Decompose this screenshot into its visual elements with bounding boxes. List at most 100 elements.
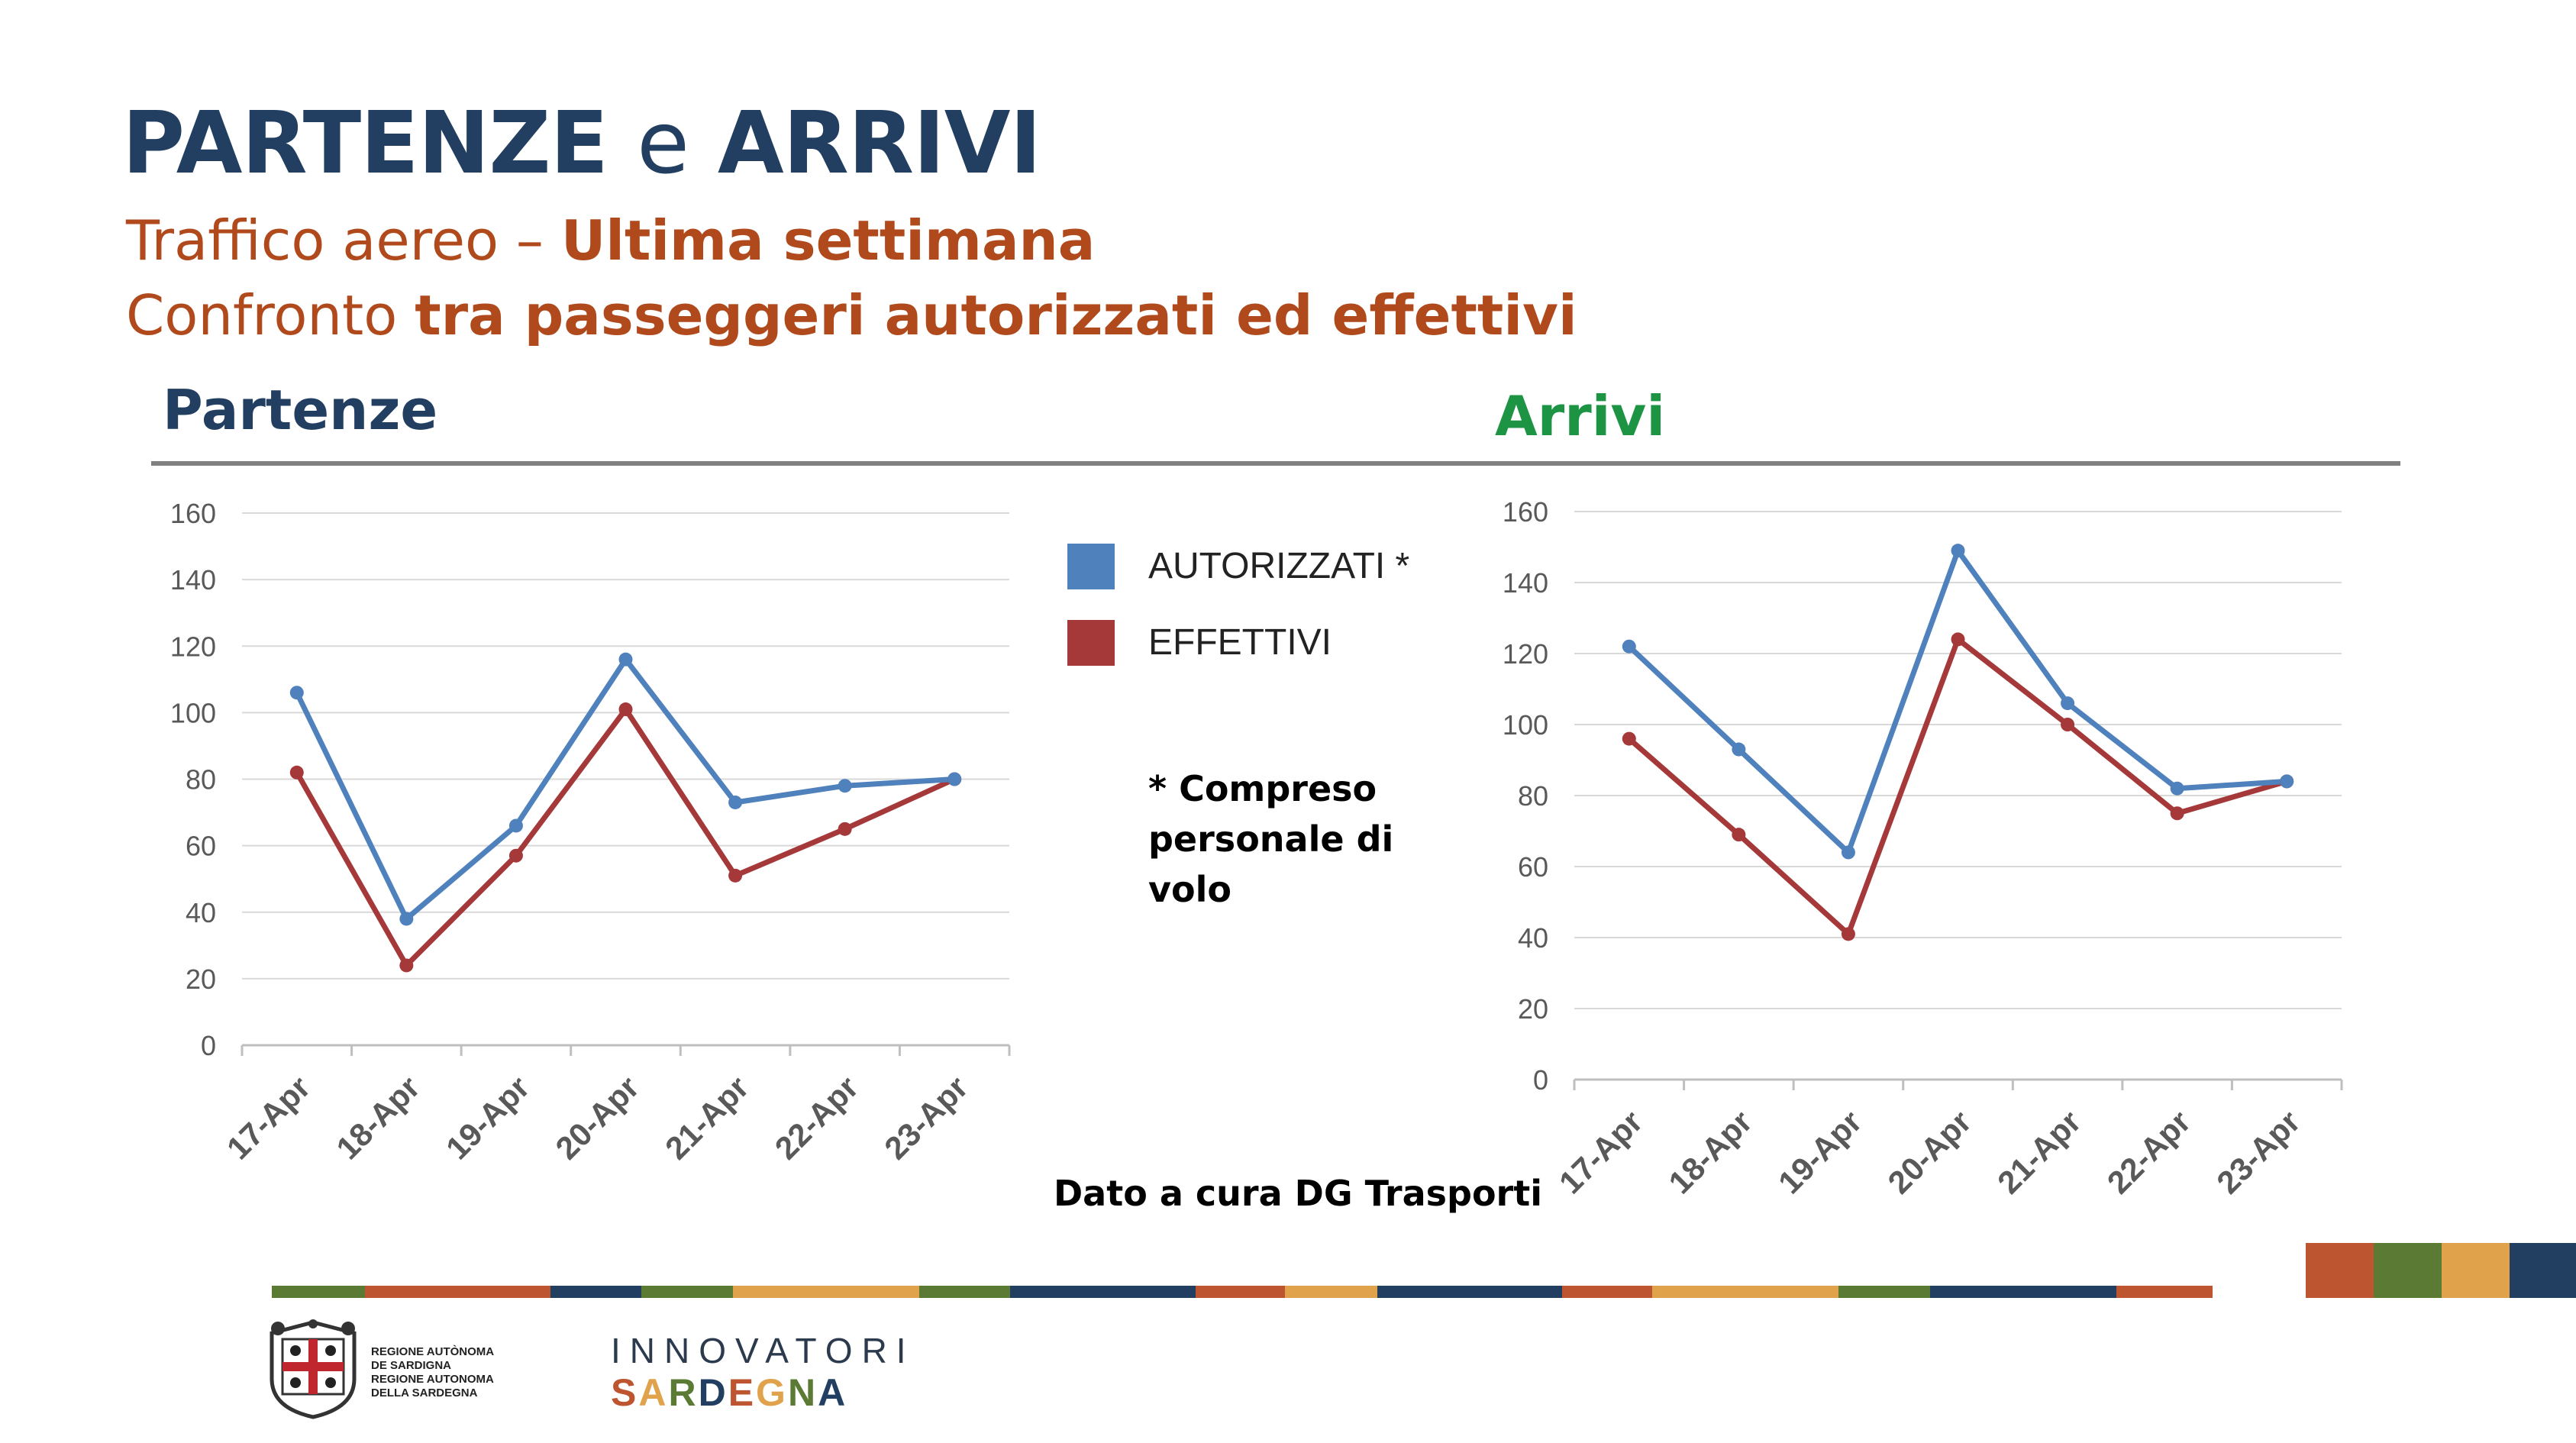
stripe-segment xyxy=(1285,1286,1377,1298)
region-line: REGIONE AUTÒNOMA xyxy=(371,1345,495,1358)
y-tick-label: 100 xyxy=(1503,709,1548,741)
brand-letter: R xyxy=(668,1371,699,1414)
source-note: Dato a cura DG Trasporti xyxy=(1054,1173,1543,1214)
stripe-segment xyxy=(1196,1286,1285,1298)
x-tick-label: 23-Apr xyxy=(877,1069,974,1166)
data-point xyxy=(289,686,304,700)
stripe-segment xyxy=(1010,1286,1194,1298)
stripe-segment xyxy=(2116,1286,2213,1298)
data-point xyxy=(508,848,523,863)
regione-sardegna-text: REGIONE AUTÒNOMA DE SARDIGNA REGIONE AUT… xyxy=(371,1345,494,1400)
legend-swatch-authorized xyxy=(1067,544,1115,589)
brand-letter: D xyxy=(698,1371,728,1414)
stripe-segment xyxy=(918,1286,919,1298)
y-tick-label: 60 xyxy=(1518,851,1548,883)
innovatori-logo-bottom: SARDEGNA xyxy=(611,1371,847,1414)
x-tick-label: 19-Apr xyxy=(439,1069,536,1166)
data-point xyxy=(508,818,523,833)
x-tick-label: 23-Apr xyxy=(2210,1103,2306,1200)
y-tick-label: 0 xyxy=(1533,1064,1548,1096)
footer-color-stripe xyxy=(272,1286,2304,1298)
legend-item-authorized: AUTORIZZATI * xyxy=(1067,542,1495,591)
corner-block xyxy=(2374,1243,2442,1298)
y-tick-label: 80 xyxy=(186,764,216,796)
x-tick-label: 17-Apr xyxy=(1552,1103,1649,1200)
data-point xyxy=(2061,696,2075,711)
data-point xyxy=(728,868,743,883)
departures-chart-title: Partenze xyxy=(163,378,438,442)
data-point xyxy=(1951,632,1965,647)
page-title: PARTENZE e ARRIVI xyxy=(122,90,1041,197)
subtitle-traffic-bold: Ultima settimana xyxy=(560,208,1096,273)
arrivals-chart-title: Arrivi xyxy=(1495,384,1666,448)
title-partenze: PARTENZE xyxy=(122,94,608,193)
data-point xyxy=(289,765,304,780)
footer-corner-blocks xyxy=(2306,1243,2576,1298)
y-tick-label: 20 xyxy=(186,964,216,995)
data-point xyxy=(618,652,633,667)
data-point xyxy=(618,702,633,717)
brand-letter: A xyxy=(638,1371,669,1414)
stripe-segment xyxy=(365,1286,549,1298)
brand-letter: A xyxy=(818,1371,848,1414)
series-line xyxy=(1627,547,2287,855)
region-line: DELLA SARDEGNA xyxy=(371,1387,478,1399)
y-tick-label: 0 xyxy=(201,1030,216,1061)
regione-sardegna-logo xyxy=(270,1319,357,1419)
y-tick-label: 100 xyxy=(170,697,216,728)
stripe-segment xyxy=(1838,1286,1930,1298)
x-tick-label: 22-Apr xyxy=(2100,1103,2197,1200)
data-point xyxy=(838,779,852,793)
y-tick-label: 120 xyxy=(1503,638,1548,670)
region-line: REGIONE AUTONOMA xyxy=(371,1373,494,1386)
data-point xyxy=(1732,828,1746,842)
data-point xyxy=(1622,731,1636,746)
series-line xyxy=(294,657,955,922)
legend-swatch-effective xyxy=(1067,620,1115,666)
data-point xyxy=(947,772,962,786)
stripe-segment xyxy=(1562,1286,1652,1298)
subtitle-comparison-bold: tra passeggeri autorizzati ed effettivi xyxy=(415,283,1577,347)
x-tick-label: 19-Apr xyxy=(1771,1103,1868,1200)
data-point xyxy=(2280,774,2294,789)
data-point xyxy=(1841,927,1855,941)
legend-item-effective: EFFETTIVI xyxy=(1067,618,1495,667)
data-point xyxy=(838,822,852,836)
x-tick-label: 22-Apr xyxy=(768,1069,865,1166)
region-line: DE SARDIGNA xyxy=(371,1359,452,1372)
x-tick-label: 20-Apr xyxy=(1881,1103,1978,1200)
brand-letter: E xyxy=(728,1371,757,1414)
data-point xyxy=(2170,781,2184,796)
y-tick-label: 120 xyxy=(170,631,216,662)
y-tick-label: 80 xyxy=(1518,780,1548,812)
y-tick-label: 160 xyxy=(170,498,216,529)
corner-block xyxy=(2442,1243,2510,1298)
stripe-segment xyxy=(1930,1286,2115,1298)
corner-block xyxy=(2510,1243,2576,1298)
data-point xyxy=(728,795,743,809)
stripe-segment xyxy=(919,1286,1010,1298)
data-point xyxy=(1732,742,1746,757)
subtitle-comparison: Confronto tra passeggeri autorizzati ed … xyxy=(126,281,1577,350)
subtitle-comparison-normal: Confronto xyxy=(126,283,415,347)
x-tick-label: 17-Apr xyxy=(220,1069,317,1166)
data-point xyxy=(1951,544,1965,558)
y-tick-label: 60 xyxy=(186,831,216,862)
y-tick-label: 140 xyxy=(170,564,216,596)
title-joiner: e xyxy=(637,94,689,193)
y-tick-label: 40 xyxy=(1518,922,1548,954)
innovatori-logo-top: INNOVATORI xyxy=(611,1331,915,1370)
data-point xyxy=(2170,806,2184,821)
stripe-segment xyxy=(641,1286,733,1298)
data-point xyxy=(1841,845,1855,860)
x-tick-label: 20-Apr xyxy=(549,1069,646,1166)
y-tick-label: 140 xyxy=(1503,567,1548,599)
stripe-segment xyxy=(549,1286,550,1298)
y-tick-label: 40 xyxy=(186,897,216,928)
stripe-segment xyxy=(550,1286,641,1298)
x-tick-label: 18-Apr xyxy=(1661,1103,1758,1200)
legend-label-effective: EFFETTIVI xyxy=(1148,622,1332,663)
y-tick-label: 20 xyxy=(1518,993,1548,1025)
y-tick-label: 160 xyxy=(1503,496,1548,528)
